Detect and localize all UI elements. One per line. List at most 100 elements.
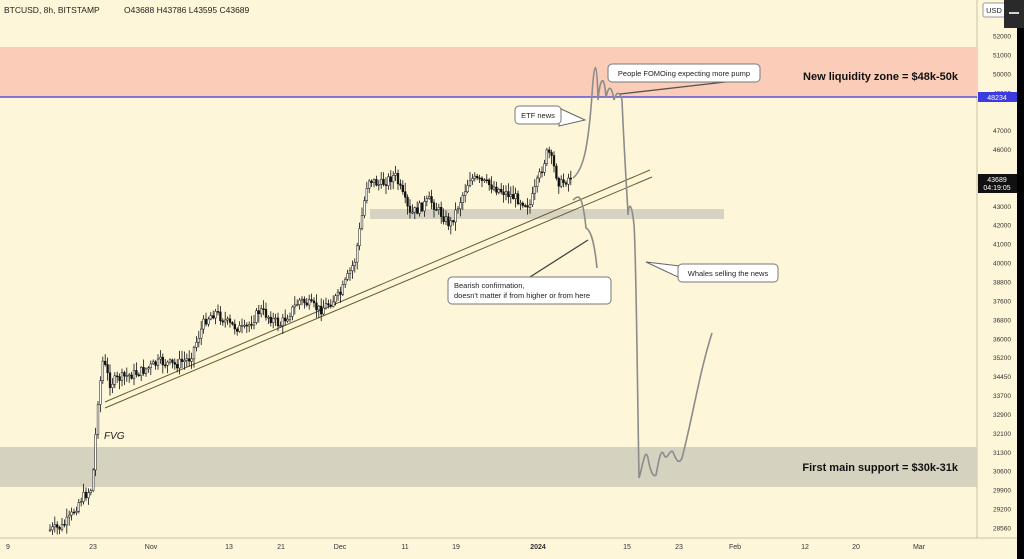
candle-body [137,374,140,376]
candle-body [454,209,457,223]
candle-body [152,361,155,365]
etf-callout[interactable] [514,105,562,125]
candle-body [257,310,260,315]
candle-body [430,196,433,203]
whales-callout-text: Whales selling the news [688,269,769,278]
candle-body [471,178,474,182]
price-tick-label: 36800 [993,317,1011,324]
candle-body [406,196,409,207]
candle-body [125,375,128,377]
candle-body [461,195,464,203]
candle-body [459,202,462,210]
candle-body [53,524,56,528]
candle-body [524,205,527,207]
candle-body [456,208,460,211]
candle-body [334,295,337,303]
candle-body [548,149,551,153]
candle-body [552,155,556,167]
candle-body [233,323,236,330]
channel-upper-line[interactable] [104,169,651,403]
time-tick-label: 21 [277,544,285,551]
time-tick-label: 13 [225,544,233,551]
candle-body [197,337,200,343]
candle-body [303,298,306,304]
candle-body [190,358,193,362]
candle-body [332,301,335,307]
support-zone-label: First main support = $30k-31k [802,462,958,474]
candle-body [104,360,107,365]
candle-body [147,367,150,370]
candle-body [123,372,126,377]
candle-body [228,318,232,323]
candle-body [382,179,385,185]
whales-callout[interactable] [677,263,779,283]
time-tick-label: 20 [852,544,860,551]
candle-body [236,328,239,332]
candle-body [478,177,481,180]
fomo-callout[interactable] [607,63,761,83]
bearish-callout[interactable] [447,276,612,305]
candle-body [58,527,61,530]
candle-body [140,366,143,376]
candle-body [92,469,95,491]
candle-body [180,358,184,362]
candle-body [449,220,452,227]
time-axis[interactable] [0,538,1017,559]
candle-body [63,524,66,526]
candle-body [380,179,383,185]
bearish-callout-line1: Bearish confirmation, [454,281,524,290]
candle-body [365,188,368,201]
candle-body [531,193,534,205]
candle-body [495,186,498,193]
candle-body [569,177,572,180]
candle-body [315,302,318,311]
candle-body [72,511,76,514]
candle-body [521,202,524,206]
candle-body [185,358,188,361]
time-tick-label: 12 [801,544,809,551]
candle-body [555,165,558,179]
candle-body [564,182,568,185]
candle-body [164,364,167,367]
candle-body [408,205,412,213]
fvg-label: FVG [104,431,125,442]
candle-body [204,318,208,325]
symbol-label[interactable]: BTCUSD, 8h, BITSTAMP [4,5,100,15]
candle-body [413,207,416,213]
candlestick-series [48,146,572,535]
support-zone [0,447,977,487]
candle-body [497,188,500,193]
candle-body [202,318,205,330]
candle-body [557,177,560,187]
candle-body [120,372,124,381]
candle-body [195,342,198,348]
channel-lower-line[interactable] [104,176,653,409]
candle-body [156,358,160,366]
price-tick-label: 47000 [993,128,1011,135]
candle-body [298,299,301,305]
candle-body [111,384,114,388]
price-axis[interactable] [977,0,1017,538]
candle-body [212,315,215,319]
candle-body [264,309,268,318]
candle-body [281,317,284,326]
menu-corner[interactable] [1004,0,1024,28]
candle-body [401,185,404,192]
candle-body [423,201,426,212]
ohlc-readout: O43688 H43786 L43595 C43689 [124,5,250,15]
candle-body [528,204,532,208]
candle-body [507,191,510,197]
price-tick-label: 50000 [993,71,1011,78]
price-tick-label: 28560 [993,526,1011,533]
price-tick-label: 31300 [993,450,1011,457]
candle-body [200,328,203,339]
candle-body [394,173,397,176]
candle-body [476,175,479,179]
candle-body [488,179,491,186]
time-tick-label: Dec [334,544,347,551]
candle-body [101,360,104,382]
candle-body [562,179,565,184]
candle-body [288,316,292,320]
candle-body [144,368,148,374]
candle-body [171,359,174,363]
